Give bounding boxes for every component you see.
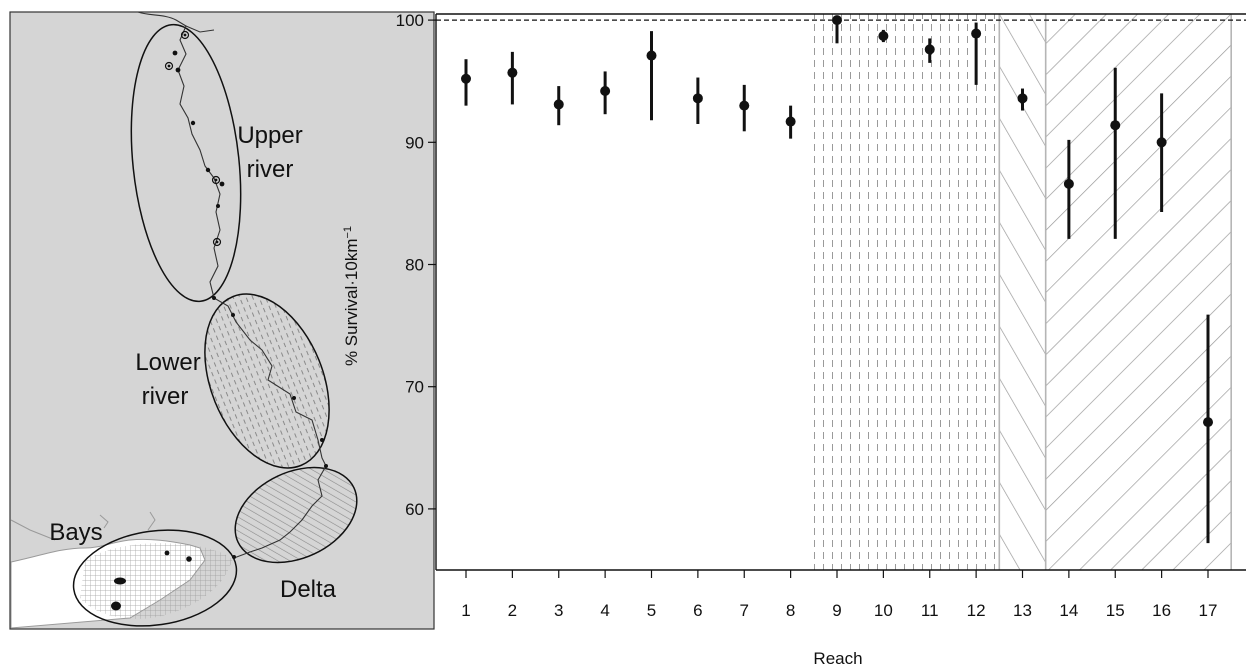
x-tick-label: 14 [1059, 601, 1078, 620]
x-tick-label: 1 [461, 601, 470, 620]
map-stations [111, 30, 328, 611]
map-region-upper-ellipse [130, 23, 242, 303]
x-tick-label: 8 [786, 601, 795, 620]
data-point-5 [646, 50, 657, 61]
x-tick-label: 5 [647, 601, 656, 620]
x-tick-label: 15 [1106, 601, 1125, 620]
data-point-4 [600, 85, 611, 96]
map-label-lower-line1: Lower [135, 349, 200, 376]
map-region-delta-ellipse [234, 466, 358, 564]
map-label-delta: Delta [280, 576, 337, 603]
y-tick-label: 100 [396, 11, 424, 30]
data-point-11 [924, 44, 935, 55]
data-point-1 [461, 73, 471, 84]
data-point-7 [739, 100, 750, 111]
data-point-6 [692, 93, 703, 104]
y-tick-label: 90 [405, 133, 424, 152]
map-label-upper-line2: river [247, 156, 294, 183]
shaded-region-lower [813, 14, 1000, 570]
data-point-2 [507, 67, 518, 78]
map-label-lower-line2: river [142, 383, 189, 410]
data-point-17 [1203, 417, 1213, 428]
x-tick-label: 10 [874, 601, 893, 620]
data-point-12 [971, 28, 982, 39]
data-point-8 [785, 116, 796, 127]
x-tick-label: 7 [740, 601, 749, 620]
x-tick-label: 3 [554, 601, 563, 620]
y-axis-title-superscript: −1 [342, 226, 354, 239]
y-tick-label: 60 [405, 500, 424, 519]
map-label-bays: Bays [49, 519, 102, 546]
data-point-9 [832, 15, 842, 26]
x-tick-label: 4 [600, 601, 609, 620]
x-tick-label: 16 [1152, 601, 1171, 620]
data-point-13 [1017, 93, 1028, 104]
map-coast-detail [10, 511, 156, 541]
x-axis-title: Reach [813, 649, 862, 668]
map-river-upper-branch [185, 25, 215, 33]
x-tick-label: 9 [832, 601, 841, 620]
data-point-14 [1063, 178, 1074, 189]
map-panel: Upper river Lower river Delta Bays [9, 11, 435, 630]
map-region-lower-ellipse [204, 293, 330, 469]
map-region-bays-ellipse [72, 529, 238, 627]
y-axis-title-text: % Survival·10km [342, 239, 361, 367]
chart-marks [461, 15, 1213, 544]
x-tick-label: 2 [508, 601, 517, 620]
x-tick-label: 13 [1013, 601, 1032, 620]
x-tick-label: 11 [921, 601, 939, 620]
map-label-upper-line1: Upper [237, 122, 302, 149]
shaded-region-bays [1045, 14, 1232, 570]
x-tick-label: 12 [967, 601, 986, 620]
data-point-15 [1110, 120, 1121, 131]
x-tick-label: 6 [693, 601, 702, 620]
y-axis-title: % Survival·10km−1 [342, 226, 361, 366]
map-bays-water [80, 543, 232, 619]
y-tick-label: 80 [405, 256, 424, 275]
data-point-3 [553, 99, 564, 110]
data-point-10 [878, 30, 889, 41]
data-point-16 [1156, 137, 1167, 148]
x-tick-label: 17 [1199, 601, 1218, 620]
y-tick-label: 70 [405, 378, 424, 397]
